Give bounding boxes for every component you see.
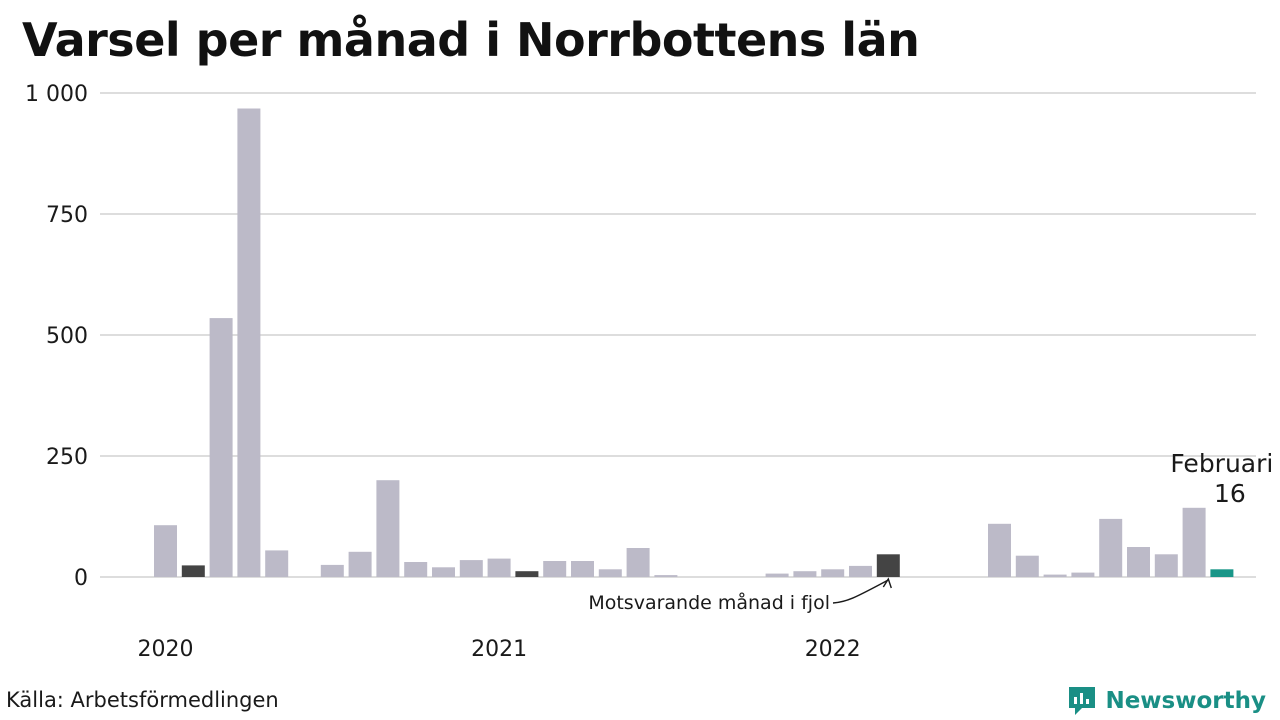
bar xyxy=(376,480,400,577)
bars xyxy=(154,108,1234,577)
comparison-annotation: Motsvarande månad i fjol xyxy=(588,591,830,614)
bar xyxy=(654,575,678,577)
bar xyxy=(1043,574,1067,577)
bar xyxy=(571,561,594,577)
bar xyxy=(793,571,817,577)
bar xyxy=(1182,507,1206,577)
brand: Newsworthy xyxy=(1067,684,1266,718)
highlight-bar xyxy=(1210,569,1234,577)
bar xyxy=(765,573,789,577)
bar xyxy=(320,564,344,577)
bar xyxy=(543,561,567,577)
highlight-value-label: 16 xyxy=(1214,479,1246,508)
bar xyxy=(459,560,483,577)
comparison-bar xyxy=(515,571,539,577)
x-tick-label: 2021 xyxy=(471,637,527,662)
bar xyxy=(265,550,289,577)
y-tick-label: 0 xyxy=(74,566,88,591)
y-tick-label: 750 xyxy=(46,203,88,228)
annotation-arrowhead xyxy=(882,577,892,589)
bar xyxy=(988,523,1011,577)
brand-name: Newsworthy xyxy=(1105,688,1266,714)
x-tick-label: 2020 xyxy=(138,637,194,662)
bar xyxy=(821,569,845,577)
y-tick-label: 250 xyxy=(46,445,88,470)
grid-lines xyxy=(100,92,1256,578)
chart-title: Varsel per månad i Norrbottens län xyxy=(22,13,920,67)
bar xyxy=(209,318,233,577)
bar xyxy=(1015,555,1039,577)
bar xyxy=(626,548,650,577)
y-tick-label: 1 000 xyxy=(25,82,88,107)
comparison-bar xyxy=(876,554,900,577)
highlight-month-label: Februari xyxy=(1170,449,1273,478)
bar xyxy=(348,551,372,577)
source-note: Källa: Arbetsförmedlingen xyxy=(6,688,279,712)
x-axis: 2020 2021 2022 xyxy=(138,637,861,662)
newsworthy-logo-icon xyxy=(1069,687,1096,715)
bar xyxy=(598,569,622,577)
comparison-bar xyxy=(181,565,205,577)
bar xyxy=(432,567,455,577)
bar xyxy=(404,562,428,577)
bar xyxy=(237,108,261,577)
bar xyxy=(1071,572,1095,577)
x-tick-label: 2022 xyxy=(805,637,861,662)
bar xyxy=(849,565,872,577)
bar xyxy=(487,558,511,577)
bar xyxy=(1154,554,1178,577)
y-tick-label: 500 xyxy=(46,324,88,349)
bar xyxy=(1099,518,1123,577)
y-axis: 0 250 500 750 1 000 xyxy=(25,82,88,591)
bar xyxy=(1127,547,1150,577)
annotation-arrow xyxy=(832,579,889,604)
bar xyxy=(154,525,177,577)
